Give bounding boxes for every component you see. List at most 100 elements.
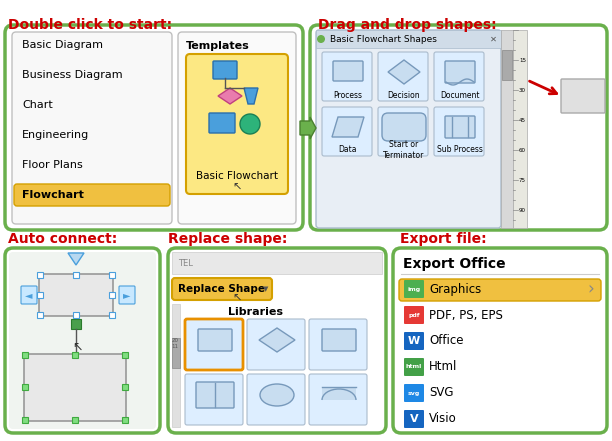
Bar <box>513 30 527 228</box>
Bar <box>109 312 115 318</box>
Text: 60: 60 <box>519 147 526 153</box>
FancyBboxPatch shape <box>185 319 243 370</box>
Text: Drag and drop shapes:: Drag and drop shapes: <box>318 18 496 32</box>
Bar <box>71 319 81 329</box>
Bar <box>37 272 43 278</box>
Bar <box>72 417 78 423</box>
Text: ↖: ↖ <box>72 341 83 354</box>
FancyBboxPatch shape <box>310 25 607 230</box>
Text: Business Diagram: Business Diagram <box>22 70 122 80</box>
Text: img: img <box>408 287 420 292</box>
Text: Basic Flowchart Shapes: Basic Flowchart Shapes <box>330 34 437 44</box>
FancyBboxPatch shape <box>316 30 501 228</box>
Text: ▼: ▼ <box>263 286 269 292</box>
Bar <box>73 312 79 318</box>
FancyBboxPatch shape <box>247 374 305 425</box>
FancyBboxPatch shape <box>39 274 113 316</box>
Bar <box>172 252 382 274</box>
FancyBboxPatch shape <box>247 319 305 370</box>
Bar <box>122 352 128 358</box>
Bar <box>37 312 43 318</box>
Circle shape <box>240 114 260 134</box>
FancyBboxPatch shape <box>12 32 172 224</box>
Bar <box>72 352 78 358</box>
Text: Data: Data <box>339 146 357 154</box>
Text: 90: 90 <box>519 208 526 213</box>
FancyBboxPatch shape <box>5 25 303 230</box>
FancyBboxPatch shape <box>196 382 234 408</box>
Text: Flowchart: Flowchart <box>22 190 84 200</box>
FancyBboxPatch shape <box>14 184 170 206</box>
Bar <box>22 352 28 358</box>
FancyBboxPatch shape <box>213 61 237 79</box>
Polygon shape <box>244 88 258 104</box>
Text: 75: 75 <box>519 177 526 183</box>
FancyBboxPatch shape <box>309 374 367 425</box>
Polygon shape <box>259 328 295 352</box>
Circle shape <box>317 35 325 43</box>
Text: 45: 45 <box>519 117 526 123</box>
Polygon shape <box>218 88 242 104</box>
Bar <box>502 50 512 80</box>
Text: 30: 30 <box>519 87 526 93</box>
Text: W: W <box>408 336 420 346</box>
FancyBboxPatch shape <box>399 279 601 301</box>
Text: PDF, PS, EPS: PDF, PS, EPS <box>429 309 503 321</box>
FancyBboxPatch shape <box>322 387 356 400</box>
Polygon shape <box>388 60 420 84</box>
Text: Export file:: Export file: <box>400 232 487 246</box>
FancyBboxPatch shape <box>5 248 160 433</box>
FancyBboxPatch shape <box>445 61 475 83</box>
Bar <box>172 304 180 427</box>
Bar <box>122 417 128 423</box>
Text: Basic Flowchart: Basic Flowchart <box>196 171 278 181</box>
Text: Html: Html <box>429 360 457 374</box>
Text: Double click to start:: Double click to start: <box>8 18 172 32</box>
Text: Visio: Visio <box>429 412 457 426</box>
Text: Office: Office <box>429 335 463 348</box>
FancyBboxPatch shape <box>404 306 424 324</box>
Text: Start or
Terminator: Start or Terminator <box>383 140 425 160</box>
Text: Chart: Chart <box>22 100 53 110</box>
Text: Libraries: Libraries <box>228 307 283 317</box>
Bar <box>109 272 115 278</box>
Text: Replace Shape: Replace Shape <box>179 284 266 294</box>
FancyBboxPatch shape <box>393 248 607 433</box>
FancyArrow shape <box>300 117 316 139</box>
FancyBboxPatch shape <box>172 278 272 300</box>
FancyBboxPatch shape <box>434 107 484 156</box>
Bar <box>316 30 501 48</box>
Text: Floor Plans: Floor Plans <box>22 160 83 170</box>
FancyBboxPatch shape <box>21 286 37 304</box>
FancyBboxPatch shape <box>198 329 232 351</box>
FancyBboxPatch shape <box>322 52 372 101</box>
Text: TEL: TEL <box>178 258 193 268</box>
FancyBboxPatch shape <box>178 32 296 224</box>
Text: svg: svg <box>408 390 420 396</box>
Bar <box>37 292 43 298</box>
Text: Document: Document <box>440 90 480 100</box>
FancyBboxPatch shape <box>445 116 475 138</box>
FancyBboxPatch shape <box>168 248 386 433</box>
FancyBboxPatch shape <box>24 354 126 421</box>
FancyBboxPatch shape <box>382 113 426 141</box>
Text: Engineering: Engineering <box>22 130 89 140</box>
Text: Process: Process <box>334 90 362 100</box>
Bar <box>501 30 513 228</box>
Text: Auto connect:: Auto connect: <box>8 232 118 246</box>
Text: Sub Process: Sub Process <box>437 146 483 154</box>
Bar <box>22 417 28 423</box>
Bar <box>109 292 115 298</box>
FancyBboxPatch shape <box>322 107 372 156</box>
Text: ↖: ↖ <box>233 183 242 193</box>
FancyBboxPatch shape <box>9 252 156 429</box>
Text: SVG: SVG <box>429 386 453 400</box>
Text: pdf: pdf <box>408 313 420 318</box>
Bar <box>122 384 128 390</box>
Text: ◄: ◄ <box>25 290 33 300</box>
FancyBboxPatch shape <box>378 52 428 101</box>
FancyBboxPatch shape <box>404 410 424 428</box>
Text: ↖: ↖ <box>232 294 241 304</box>
Text: ›: › <box>588 280 594 298</box>
Polygon shape <box>332 117 364 137</box>
